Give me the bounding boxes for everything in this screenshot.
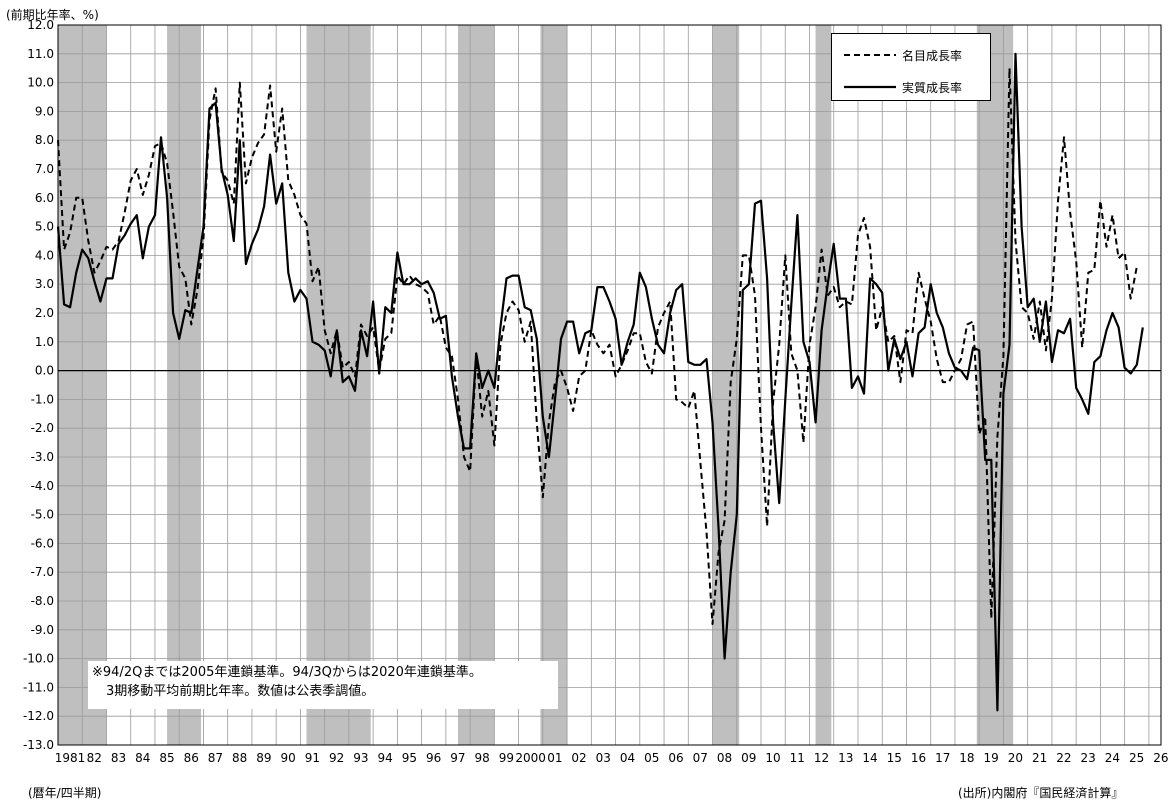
x-tick-label: 97: [450, 751, 465, 765]
x-tick-label: 94: [378, 751, 393, 765]
x-tick-label: 18: [959, 751, 974, 765]
plot-frame: [57, 24, 1162, 746]
legend-item-real: 実質成長率: [842, 78, 962, 96]
x-tick-label: 07: [693, 751, 708, 765]
y-tick-label: 12.0: [27, 18, 54, 32]
x-axis-label: (暦年/四半期): [28, 786, 102, 800]
y-tick-label: 2.0: [35, 306, 54, 320]
legend-solid-swatch: [844, 85, 896, 89]
x-tick-label: 03: [596, 751, 611, 765]
y-tick-label: 6.0: [35, 191, 54, 205]
legend: 名目成長率 実質成長率: [831, 33, 991, 101]
x-tick-label: 06: [668, 751, 683, 765]
source-note: (出所)内閣府『国民経済計算』: [958, 786, 1124, 800]
x-tick-label: 91: [305, 751, 320, 765]
x-tick-label: 86: [184, 751, 199, 765]
legend-label-real: 実質成長率: [902, 80, 963, 95]
x-tick-label: 87: [208, 751, 223, 765]
x-tick-label: 15: [887, 751, 902, 765]
y-tick-label: -1.0: [31, 392, 54, 406]
series-line-real: [56, 52, 1144, 712]
x-tick-label: 25: [1129, 751, 1144, 765]
x-tick-label: 98: [474, 751, 489, 765]
x-tick-label: 92: [329, 751, 344, 765]
y-tick-label: -13.0: [23, 738, 54, 752]
y-tick-label: -2.0: [31, 421, 54, 435]
y-tick-label: -6.0: [31, 536, 54, 550]
x-tick-label: 2000: [515, 751, 546, 765]
x-tick-label: 01: [547, 751, 562, 765]
x-tick-label: 12: [814, 751, 829, 765]
y-tick-label: 10.0: [27, 76, 54, 90]
legend-dash-swatch: [844, 54, 896, 56]
x-tick-label: 83: [111, 751, 126, 765]
x-tick-label: 89: [256, 751, 271, 765]
x-tick-label: 02: [571, 751, 586, 765]
footnote-line-1: ※94/2Qまでは2005年連鎖基準。94/3Qからは2020年連鎖基準。: [92, 665, 482, 680]
y-tick-label: -3.0: [31, 450, 54, 464]
legend-item-nominal: 名目成長率: [842, 46, 962, 64]
x-tick-label: 16: [911, 751, 926, 765]
x-tick-label: 08: [717, 751, 732, 765]
footnote-line-2: 3期移動平均前期比年率。数値は公表季調値。: [106, 684, 375, 699]
x-tick-label: 13: [838, 751, 853, 765]
y-axis-label: (前期比年率、%): [6, 8, 99, 22]
y-tick-label: 8.0: [35, 133, 54, 147]
y-tick-label: -8.0: [31, 594, 54, 608]
y-tick-label: 3.0: [35, 277, 54, 291]
shaded-period-6: [815, 25, 832, 745]
y-tick-label: 9.0: [35, 104, 54, 118]
x-tick-label: 99: [499, 751, 514, 765]
y-tick-label: 4.0: [35, 248, 54, 262]
x-tick-label: 23: [1081, 751, 1096, 765]
x-tick-label: 19: [984, 751, 999, 765]
y-tick-label: -5.0: [31, 508, 54, 522]
footnote-box: ※94/2Qまでは2005年連鎖基準。94/3Qからは2020年連鎖基準。 3期…: [88, 661, 558, 709]
y-tick-label: -7.0: [31, 565, 54, 579]
x-tick-label: 93: [353, 751, 368, 765]
x-tick-label: 85: [159, 751, 174, 765]
y-tick-label: -9.0: [31, 623, 54, 637]
x-tick-label: 82: [87, 751, 102, 765]
x-tick-label: 22: [1056, 751, 1071, 765]
x-tick-label: 84: [135, 751, 150, 765]
shaded-period-2: [306, 25, 371, 745]
x-tick-label: 14: [862, 751, 877, 765]
x-tick-label: 90: [281, 751, 296, 765]
x-tick-label: 1981: [55, 751, 86, 765]
y-tick-label: -10.0: [23, 652, 54, 666]
x-tick-label: 20: [1008, 751, 1023, 765]
x-tick-label: 24: [1105, 751, 1120, 765]
x-tick-label: 26: [1153, 751, 1168, 765]
shaded-period-1: [167, 25, 202, 745]
y-tick-label: 1.0: [35, 335, 54, 349]
y-tick-label: -4.0: [31, 479, 54, 493]
y-tick-label: -12.0: [23, 709, 54, 723]
y-tick-label: -11.0: [23, 680, 54, 694]
x-tick-label: 11: [790, 751, 805, 765]
legend-label-nominal: 名目成長率: [902, 48, 963, 63]
x-tick-label: 17: [935, 751, 950, 765]
y-tick-label: 5.0: [35, 220, 54, 234]
y-tick-label: 0.0: [35, 364, 54, 378]
shaded-period-5: [712, 25, 740, 745]
x-tick-label: 04: [620, 751, 635, 765]
x-tick-label: 95: [402, 751, 417, 765]
x-tick-label: 96: [426, 751, 441, 765]
x-tick-label: 88: [232, 751, 247, 765]
x-tick-label: 05: [644, 751, 659, 765]
series-line-nominal: [57, 67, 1138, 625]
y-tick-label: 7.0: [35, 162, 54, 176]
x-tick-label: 21: [1032, 751, 1047, 765]
x-tick-label: 09: [741, 751, 756, 765]
shaded-period-3: [457, 25, 495, 745]
y-tick-label: 11.0: [27, 47, 54, 61]
x-tick-label: 10: [765, 751, 780, 765]
